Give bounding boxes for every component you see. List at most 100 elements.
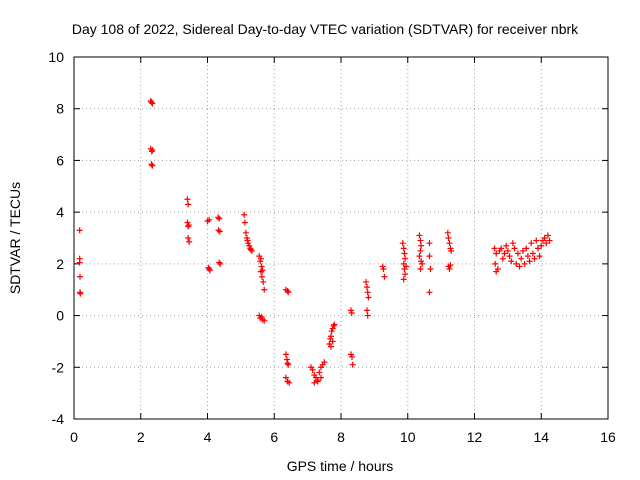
data-point (528, 240, 535, 247)
data-point (241, 211, 248, 218)
data-point (149, 147, 156, 154)
data-point (149, 100, 156, 107)
y-tick-label: 8 (56, 101, 64, 117)
data-point (365, 294, 372, 301)
data-point (206, 216, 213, 223)
data-point (426, 253, 433, 260)
data-point (402, 255, 409, 262)
data-point (521, 260, 528, 267)
data-point (416, 232, 423, 239)
data-point (498, 245, 505, 252)
data-point (364, 307, 371, 314)
data-point (381, 273, 388, 280)
data-point (534, 245, 541, 252)
data-point (286, 379, 293, 386)
data-point (506, 253, 513, 260)
data-point (493, 250, 500, 257)
data-point (285, 289, 292, 296)
data-point (446, 240, 453, 247)
data-point (76, 259, 83, 266)
data-point (492, 260, 499, 267)
x-tick-label: 2 (137, 429, 145, 445)
data-point (524, 253, 531, 260)
data-point (185, 222, 192, 229)
x-axis-label: GPS time / hours (287, 458, 394, 474)
data-point (185, 201, 192, 208)
x-tick-label: 14 (533, 429, 549, 445)
data-point (514, 250, 521, 257)
data-point (400, 245, 407, 252)
data-point (447, 262, 454, 269)
data-point (77, 290, 84, 297)
data-point (329, 338, 336, 345)
data-point (185, 223, 192, 230)
data-point (186, 238, 193, 245)
data-point (417, 247, 424, 254)
data-point (523, 245, 530, 252)
data-point (309, 366, 316, 373)
x-tick-label: 10 (400, 429, 416, 445)
data-point (426, 289, 433, 296)
data-point (261, 317, 268, 324)
y-tick-label: 2 (56, 256, 64, 272)
data-point (282, 374, 289, 381)
y-tick-label: 4 (56, 204, 64, 220)
data-point (504, 247, 511, 254)
data-point (317, 374, 324, 381)
data-point (349, 353, 356, 360)
y-axis-label: SDTVAR / TECUs (7, 182, 23, 294)
data-point (247, 246, 254, 253)
data-point (216, 215, 223, 222)
data-point (516, 263, 523, 270)
data-point (148, 99, 155, 106)
data-point (148, 148, 155, 155)
data-point (402, 271, 409, 278)
y-tick-label: 10 (48, 49, 64, 65)
data-point (327, 343, 334, 350)
data-point (503, 242, 510, 249)
plot-border (73, 56, 609, 420)
data-point (364, 284, 371, 291)
chart-title: Day 108 of 2022, Sidereal Day-to-day VTE… (72, 21, 579, 37)
data-point (331, 321, 338, 328)
data-point (536, 253, 543, 260)
data-point (149, 162, 156, 169)
x-tick-label: 12 (467, 429, 483, 445)
data-point (363, 278, 370, 285)
data-point (533, 237, 540, 244)
data-point (416, 253, 423, 260)
data-point (399, 240, 406, 247)
y-tick-label: 0 (56, 308, 64, 324)
data-point (417, 266, 424, 273)
data-point (426, 240, 433, 247)
data-point (499, 255, 506, 262)
data-point (509, 240, 516, 247)
data-point (242, 229, 249, 236)
data-point (257, 255, 264, 262)
data-point (259, 267, 266, 274)
data-point (206, 266, 213, 273)
grid-layer (74, 57, 608, 419)
data-point (327, 333, 334, 340)
data-point (216, 228, 223, 235)
data-point (258, 273, 265, 280)
data-point (380, 266, 387, 273)
data-point (526, 258, 533, 265)
data-point (531, 255, 538, 262)
data-point (314, 378, 321, 385)
x-tick-label: 16 (600, 429, 616, 445)
data-point (241, 219, 248, 226)
data-point (418, 242, 425, 249)
data-point (217, 260, 224, 267)
x-tick-label: 8 (337, 429, 345, 445)
data-point (519, 247, 526, 254)
data-point (261, 286, 268, 293)
data-point (494, 266, 501, 273)
data-point (248, 247, 255, 254)
data-point (417, 237, 424, 244)
data-point (364, 289, 371, 296)
data-point (285, 361, 292, 368)
data-point (284, 360, 291, 367)
